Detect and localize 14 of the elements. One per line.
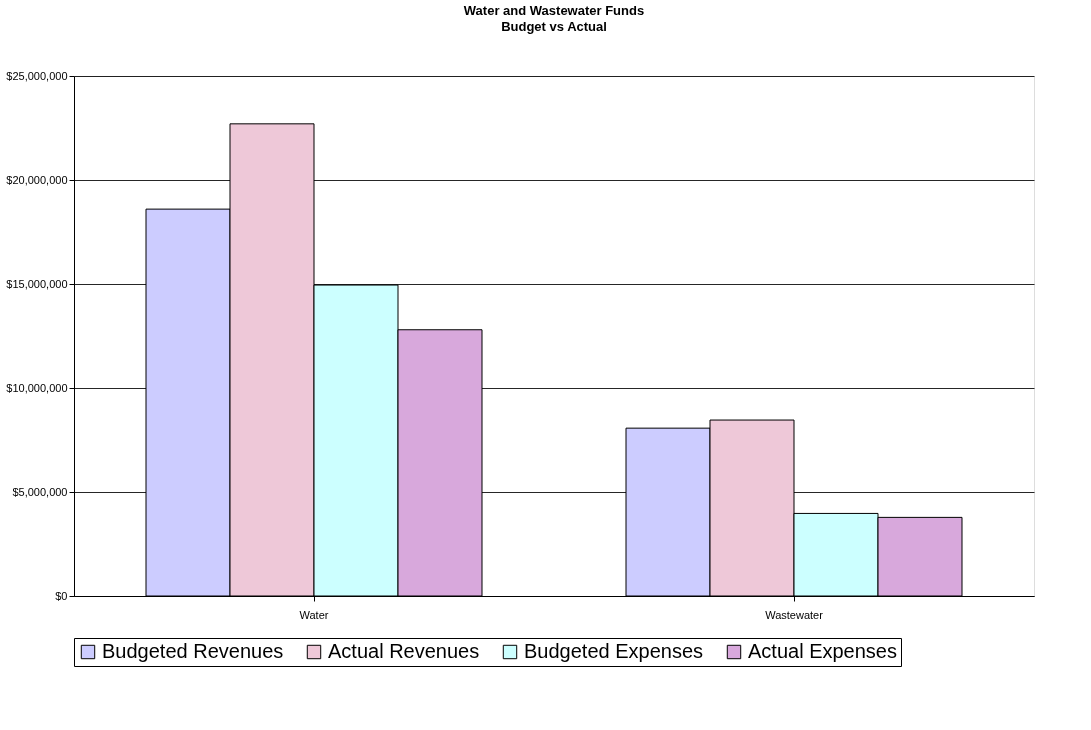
y-tick-label: $0 — [55, 589, 68, 602]
legend-label: Budgeted Revenues — [102, 640, 284, 662]
y-tick-label: $10,000,000 — [6, 381, 68, 394]
legend-label: Actual Expenses — [748, 640, 897, 662]
y-tick-label: $5,000,000 — [12, 485, 68, 498]
x-tick-label: Wastewater — [765, 608, 824, 621]
x-tick-label: Water — [299, 608, 329, 621]
legend-label: Actual Revenues — [328, 640, 480, 662]
y-tick-label: $25,000,000 — [6, 69, 68, 82]
chart-subtitle: Budget vs Actual — [501, 19, 607, 34]
legend-label: Budgeted Expenses — [524, 640, 704, 662]
y-tick-label: $15,000,000 — [6, 277, 68, 290]
chart-title: Water and Wastewater Funds — [463, 3, 645, 18]
y-tick-label: $20,000,000 — [6, 173, 68, 186]
